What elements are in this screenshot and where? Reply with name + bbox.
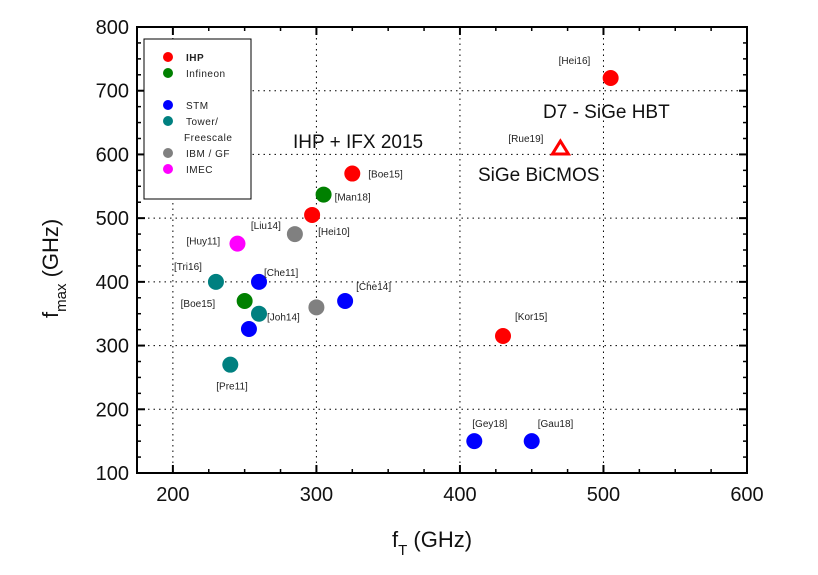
point-label: [Gau18]: [538, 419, 574, 430]
data-points: [Hei16] [Boe15] [Hei10] [Kor15] [Man18] [Boe1…: [174, 56, 619, 450]
data-point: [523, 433, 540, 450]
axes: 200 300 400 500 600 100 200 300 400 500 600 700 800: [96, 17, 764, 506]
y-tick-label: 400: [96, 272, 129, 294]
data-point-triangle: [549, 138, 572, 156]
x-label-sub: T: [398, 542, 407, 559]
point-label: [Hei16]: [559, 56, 591, 67]
x-label-unit: (GHz): [407, 527, 472, 552]
x-tick-label: 200: [156, 484, 189, 506]
legend-box: [143, 38, 252, 200]
legend-label: Freescale: [184, 133, 232, 144]
legend-label: IBM / GF: [186, 149, 230, 160]
point-label: [Rue19]: [508, 134, 543, 145]
y-tick-label: 200: [96, 399, 129, 421]
point-label: [Boe15]: [368, 170, 403, 181]
point-label: [Boe15]: [181, 299, 216, 310]
point-label: [Man18]: [335, 193, 371, 204]
y-tick-label: 500: [96, 208, 129, 230]
y-axis-label: fmax (GHz): [38, 219, 70, 318]
legend-marker: [163, 148, 173, 158]
svg-text:fT (GHz): fT (GHz): [392, 527, 472, 559]
x-tick-label: 300: [300, 484, 333, 506]
data-point: [337, 292, 354, 309]
y-tick-label: 700: [96, 81, 129, 103]
y-tick-label: 600: [96, 144, 129, 166]
legend-marker: [163, 100, 173, 110]
y-label-sub: max: [53, 283, 70, 312]
x-tick-label: 400: [443, 484, 476, 506]
data-point: [251, 273, 267, 290]
data-point: [466, 433, 483, 450]
annotation-bicmos: SiGe BiCMOS: [478, 165, 599, 186]
point-label: [Hei10]: [318, 227, 350, 238]
legend-marker: [163, 68, 173, 78]
y-tick-label: 100: [96, 463, 129, 485]
x-tick-label: 600: [730, 484, 763, 506]
y-label-main: f: [38, 311, 63, 318]
data-point: [229, 235, 246, 252]
data-point: [222, 356, 239, 373]
data-point: [315, 186, 332, 203]
point-label: [Che14]: [356, 282, 391, 293]
legend-label: Infineon: [186, 69, 226, 80]
legend-label: IHP: [186, 53, 204, 64]
point-label: [Huy11]: [186, 237, 220, 248]
point-label: [Che11]: [264, 268, 299, 279]
data-point: [286, 226, 303, 243]
annotation-ihp-ifx: IHP + IFX 2015: [293, 132, 423, 153]
data-point: [308, 299, 325, 316]
legend: IHP Infineon STM Tower/Freescale IBM / GF IME…: [143, 38, 252, 200]
point-label: [Gey18]: [472, 419, 507, 430]
legend-label: IMEC: [186, 165, 213, 176]
data-point: [344, 165, 361, 182]
point-label: [Pre11]: [216, 382, 248, 393]
data-point: [207, 273, 224, 290]
point-label: [Kor15]: [515, 312, 547, 323]
x-axis-label: fT (GHz): [392, 527, 472, 559]
data-point: [251, 305, 267, 322]
legend-marker: [163, 116, 173, 126]
data-point: [304, 206, 321, 223]
y-label-unit: (GHz): [38, 219, 63, 284]
point-label: [Liu14]: [251, 221, 281, 232]
annotation-d7: D7 - SiGe HBT: [543, 102, 670, 123]
svg-text:fmax (GHz): fmax (GHz): [38, 219, 70, 318]
point-label: [Tri16]: [174, 262, 202, 273]
y-tick-label: 800: [96, 17, 129, 39]
legend-marker: [163, 52, 173, 62]
data-point: [495, 328, 511, 345]
legend-label: STM: [186, 101, 209, 112]
x-label-main: f: [392, 527, 399, 552]
data-point: [602, 69, 619, 86]
y-tick-label: 300: [96, 336, 129, 358]
data-point: [240, 321, 257, 338]
x-tick-label: 500: [587, 484, 620, 506]
legend-marker: [163, 164, 173, 174]
data-point: [236, 292, 253, 309]
point-label: [Joh14]: [267, 313, 300, 324]
legend-label: Tower/: [186, 117, 218, 128]
